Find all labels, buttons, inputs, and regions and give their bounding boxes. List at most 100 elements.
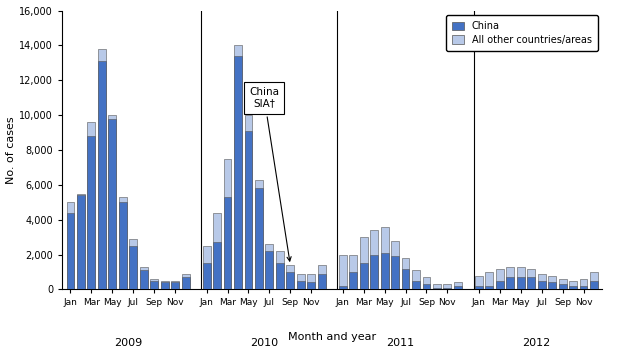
Bar — [454, 286, 462, 289]
Bar — [245, 115, 252, 289]
Bar — [506, 277, 514, 289]
Bar — [77, 193, 85, 289]
Bar — [234, 56, 242, 289]
Bar — [224, 197, 232, 289]
Bar — [161, 281, 169, 289]
Bar — [297, 281, 305, 289]
Bar — [433, 288, 441, 289]
Bar — [140, 267, 148, 289]
Bar — [443, 284, 451, 289]
Bar — [150, 281, 158, 289]
Bar — [213, 243, 221, 289]
Bar — [171, 282, 179, 289]
Bar — [318, 265, 325, 289]
Bar — [433, 284, 441, 289]
Bar — [266, 244, 273, 289]
Bar — [559, 284, 566, 289]
Bar — [496, 281, 504, 289]
Bar — [98, 61, 106, 289]
Bar — [527, 269, 535, 289]
Bar — [182, 274, 189, 289]
Bar — [381, 253, 389, 289]
Bar — [119, 197, 127, 289]
Bar — [266, 251, 273, 289]
Text: 2011: 2011 — [386, 338, 414, 348]
Bar — [559, 279, 566, 289]
Bar — [422, 284, 430, 289]
Y-axis label: No. of cases: No. of cases — [6, 116, 16, 184]
Bar — [66, 202, 75, 289]
Bar — [506, 267, 514, 289]
Bar — [318, 274, 325, 289]
Bar — [517, 267, 525, 289]
Bar — [579, 279, 587, 289]
Bar — [98, 49, 106, 289]
Bar — [402, 269, 409, 289]
Bar — [548, 276, 556, 289]
Bar — [297, 274, 305, 289]
Bar — [538, 281, 546, 289]
Bar — [255, 189, 263, 289]
Bar — [129, 246, 137, 289]
Bar — [569, 281, 577, 289]
Bar — [402, 258, 409, 289]
Bar — [486, 272, 493, 289]
Bar — [150, 279, 158, 289]
Bar — [517, 277, 525, 289]
Bar — [129, 239, 137, 289]
Bar — [475, 276, 483, 289]
Text: 2010: 2010 — [250, 338, 278, 348]
Bar — [590, 281, 598, 289]
Bar — [307, 274, 315, 289]
Bar — [590, 272, 598, 289]
Bar — [486, 286, 493, 289]
Bar — [88, 122, 96, 289]
Bar — [349, 272, 357, 289]
Bar — [339, 255, 347, 289]
Bar — [412, 270, 420, 289]
Bar — [234, 46, 242, 289]
Bar — [276, 251, 284, 289]
Bar — [77, 195, 85, 289]
Legend: China, All other countries/areas: China, All other countries/areas — [446, 16, 597, 51]
Bar — [119, 202, 127, 289]
Bar — [422, 277, 430, 289]
Bar — [255, 180, 263, 289]
Bar — [412, 281, 420, 289]
Bar — [339, 286, 347, 289]
Bar — [213, 213, 221, 289]
Bar — [391, 241, 399, 289]
Bar — [391, 256, 399, 289]
Text: China
SIA†: China SIA† — [249, 87, 291, 261]
Text: 2012: 2012 — [522, 338, 551, 348]
Bar — [88, 136, 96, 289]
Bar — [475, 286, 483, 289]
Bar — [569, 286, 577, 289]
Bar — [224, 159, 232, 289]
Bar — [360, 237, 368, 289]
Bar — [496, 269, 504, 289]
Bar — [109, 115, 116, 289]
Bar — [548, 282, 556, 289]
Bar — [443, 288, 451, 289]
Bar — [538, 274, 546, 289]
Bar — [202, 246, 211, 289]
Bar — [171, 281, 179, 289]
Bar — [370, 255, 378, 289]
Bar — [579, 286, 587, 289]
Bar — [182, 277, 189, 289]
X-axis label: Month and year: Month and year — [288, 333, 376, 342]
Bar — [370, 230, 378, 289]
Bar — [307, 282, 315, 289]
Bar — [381, 227, 389, 289]
Bar — [66, 213, 75, 289]
Bar — [276, 263, 284, 289]
Bar — [140, 270, 148, 289]
Bar — [454, 282, 462, 289]
Text: 2009: 2009 — [114, 338, 142, 348]
Bar — [202, 263, 211, 289]
Bar — [245, 131, 252, 289]
Bar — [286, 272, 294, 289]
Bar — [161, 282, 169, 289]
Bar — [349, 255, 357, 289]
